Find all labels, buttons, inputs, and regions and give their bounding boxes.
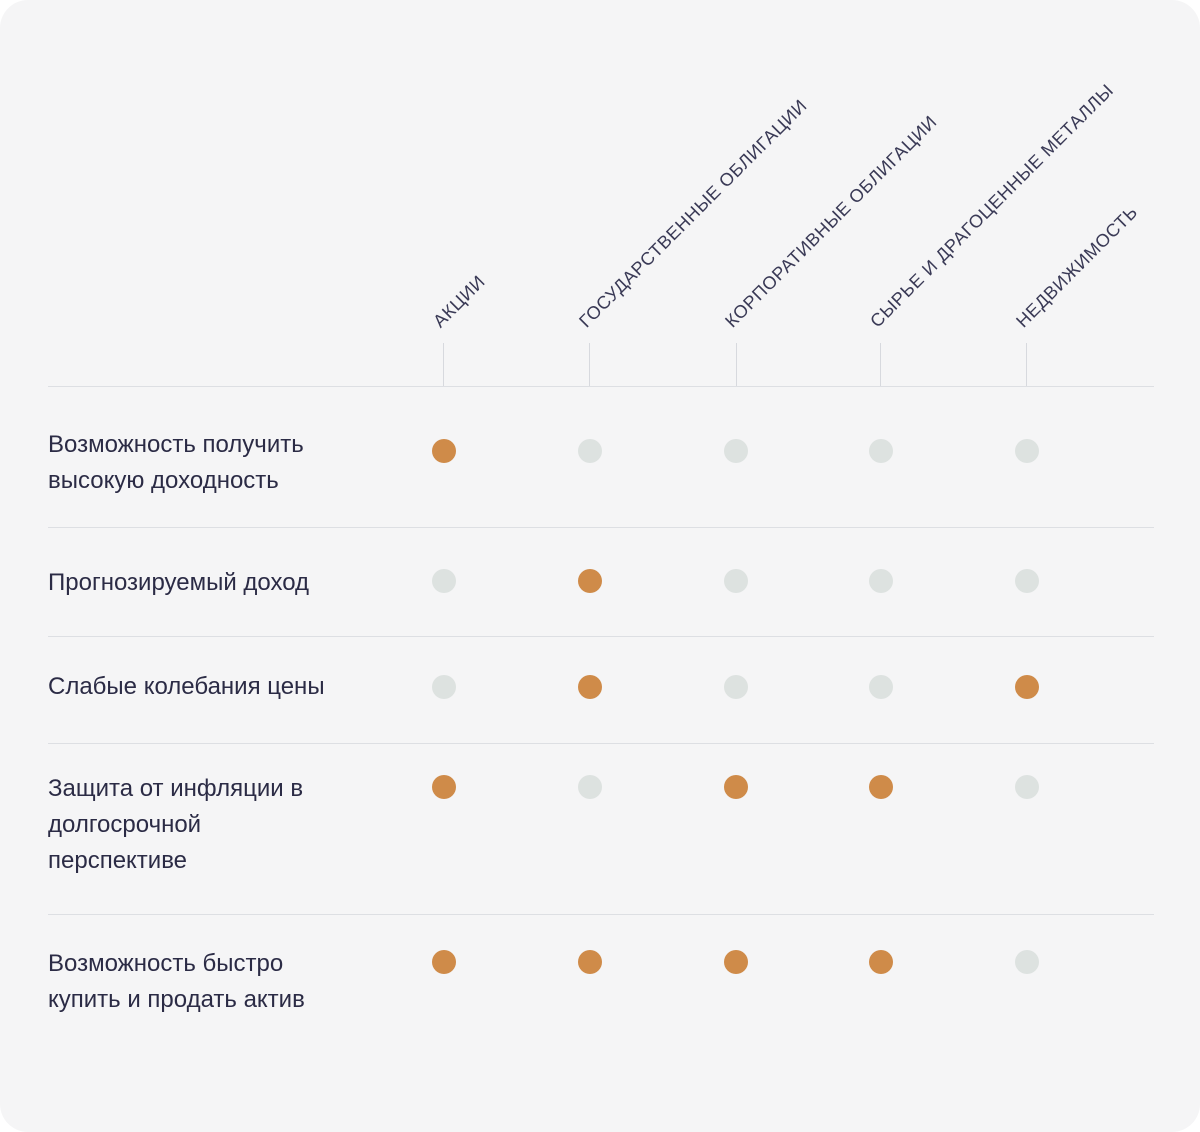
- row-label-liquidity: Возможность быстро купить и продать акти…: [48, 950, 305, 1013]
- indicator-dot-inactive: [869, 675, 893, 699]
- indicator-dot-active: [724, 775, 748, 799]
- row-label-high-return: Возможность получить высокую доходность: [48, 431, 304, 494]
- column-tick: [443, 343, 444, 386]
- column-header-label: Акции: [429, 271, 490, 332]
- indicator-dot-inactive: [432, 569, 456, 593]
- column-tick: [589, 343, 590, 386]
- indicator-dot-inactive: [1015, 569, 1039, 593]
- indicator-dot-inactive: [869, 569, 893, 593]
- indicator-dot-active: [1015, 675, 1039, 699]
- indicator-dot-active: [432, 775, 456, 799]
- indicator-dot-inactive: [432, 675, 456, 699]
- column-header-label: Сырье и драгоценные металлы: [866, 80, 1118, 332]
- row-label-predictable-income: Прогнозируемый доход: [48, 569, 310, 596]
- indicator-dot-active: [869, 775, 893, 799]
- indicator-dot-inactive: [578, 775, 602, 799]
- indicator-dot-inactive: [724, 439, 748, 463]
- indicator-dot-inactive: [724, 569, 748, 593]
- indicator-dot-inactive: [578, 439, 602, 463]
- column-tick: [736, 343, 737, 386]
- indicator-dot-inactive: [1015, 439, 1039, 463]
- row-divider: [48, 914, 1154, 915]
- row-divider: [48, 636, 1154, 637]
- indicator-dot-inactive: [869, 439, 893, 463]
- header-divider: [48, 386, 1154, 387]
- column-tick: [880, 343, 881, 386]
- indicator-dot-active: [869, 950, 893, 974]
- column-tick: [1026, 343, 1027, 386]
- indicator-dot-active: [432, 950, 456, 974]
- indicator-dot-inactive: [724, 675, 748, 699]
- indicator-dot-active: [578, 950, 602, 974]
- indicator-dot-active: [432, 439, 456, 463]
- row-divider: [48, 527, 1154, 528]
- indicator-dot-active: [578, 569, 602, 593]
- indicator-dot-inactive: [1015, 775, 1039, 799]
- indicator-dot-inactive: [1015, 950, 1039, 974]
- row-divider: [48, 743, 1154, 744]
- row-label-low-volatility: Слабые колебания цены: [48, 673, 325, 700]
- column-header-label: Недвижимость: [1012, 201, 1142, 332]
- column-header-label: Государственные облигации: [575, 95, 811, 332]
- row-label-inflation-protection: Защита от инфляции в долгосрочной перспе…: [48, 775, 304, 874]
- indicator-dot-active: [724, 950, 748, 974]
- indicator-dot-active: [578, 675, 602, 699]
